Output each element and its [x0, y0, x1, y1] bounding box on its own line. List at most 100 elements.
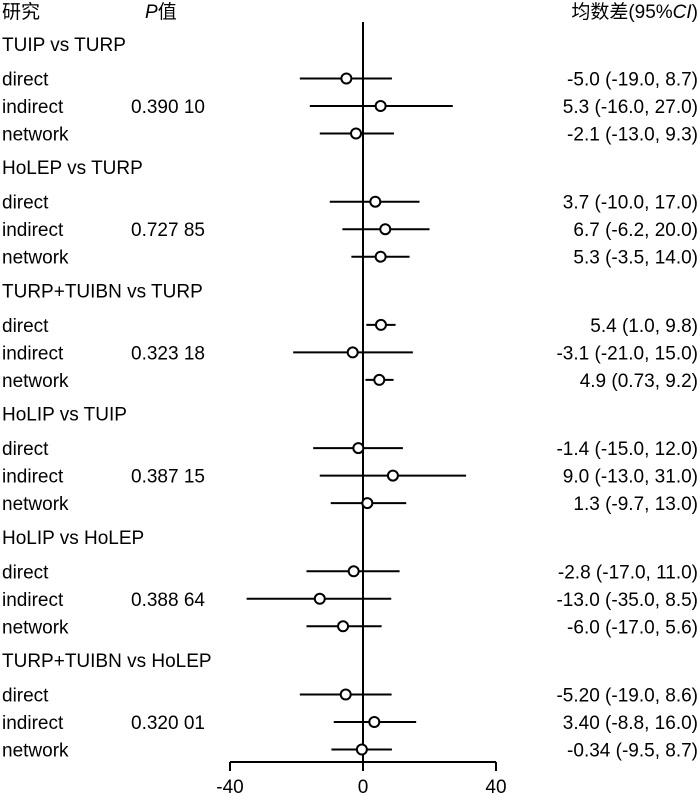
forest-row: network 5.3 (-3.5, 14.0): [2, 248, 698, 269]
point-estimate: [386, 469, 399, 482]
row-label: indirect: [2, 590, 64, 611]
header-p-value: P值: [145, 1, 177, 23]
point-estimate: [346, 346, 359, 359]
row-label: direct: [2, 562, 49, 583]
effect-text: -1.4 (-15.0, 12.0): [556, 439, 698, 460]
x-tick-label: 0: [358, 777, 369, 795]
point-estimate: [337, 620, 350, 633]
point-estimate: [340, 72, 353, 85]
group-title: TURP+TUIBN vs HoLEP: [2, 651, 212, 672]
header-mean-difference: 均数差(95%CI): [571, 1, 698, 23]
row-label: network: [2, 617, 69, 638]
row-label: indirect: [2, 467, 64, 488]
row-label: direct: [2, 439, 49, 460]
effect-text: -3.1 (-21.0, 15.0): [556, 343, 698, 364]
forest-row: network -6.0 (-17.0, 5.6): [2, 617, 698, 638]
forest-row: network 1.3 (-9.7, 13.0): [2, 494, 698, 515]
effect-text: 3.40 (-8.8, 16.0): [563, 713, 698, 734]
header-md-suffix: ): [692, 2, 698, 23]
point-estimate: [374, 100, 387, 112]
effect-text: -6.0 (-17.0, 5.6): [567, 617, 698, 638]
comparison-group: TURP+TUIBN vs HoLEP direct -5.20 (-19.0, 8…: [2, 651, 698, 762]
row-label: network: [2, 371, 69, 392]
forest-row: indirect 0.390 10 5.3 (-16.0, 27.0): [2, 97, 698, 118]
effect-text: -2.8 (-17.0, 11.0): [558, 562, 698, 583]
effect-text: 5.3 (-16.0, 27.0): [563, 97, 698, 118]
forest-row: direct -5.20 (-19.0, 8.6): [2, 686, 698, 707]
row-label: direct: [2, 70, 49, 91]
header-md-prefix: 均数差(95%: [571, 1, 672, 23]
point-estimate: [379, 223, 392, 236]
point-estimate: [339, 688, 352, 701]
p-value: 0.320 01: [131, 713, 205, 734]
comparison-group: TURP+TUIBN vs TURP direct 5.4 (1.0, 9.8) in…: [2, 281, 698, 392]
point-estimate: [368, 716, 381, 728]
forest-row: indirect 0.320 01 3.40 (-8.8, 16.0): [2, 713, 698, 734]
point-estimate: [350, 127, 363, 140]
group-title: HoLIP vs TUIP: [2, 405, 127, 426]
effect-text: 4.9 (0.73, 9.2): [580, 371, 698, 392]
comparison-group: HoLIP vs TUIP direct -1.4 (-15.0, 12.0) ind…: [2, 405, 698, 515]
point-estimate: [369, 195, 382, 208]
x-tick-label: -40: [216, 777, 243, 795]
forest-row: indirect 0.388 64 -13.0 (-35.0, 8.5): [2, 590, 698, 611]
row-label: direct: [2, 193, 49, 214]
row-label: network: [2, 494, 69, 515]
point-estimate: [374, 250, 387, 263]
effect-text: -5.0 (-19.0, 8.7): [567, 70, 698, 91]
effect-text: -5.20 (-19.0, 8.6): [556, 686, 698, 707]
row-label: indirect: [2, 343, 64, 364]
row-label: indirect: [2, 97, 64, 118]
p-value: 0.727 85: [131, 220, 205, 241]
header-p-suffix: 值: [158, 1, 177, 23]
forest-row: direct -1.4 (-15.0, 12.0): [2, 439, 698, 460]
row-label: direct: [2, 686, 49, 707]
group-title: TURP+TUIBN vs TURP: [2, 281, 203, 302]
effect-text: 3.7 (-10.0, 17.0): [563, 193, 698, 214]
point-estimate: [352, 442, 365, 455]
effect-text: -13.0 (-35.0, 8.5): [556, 590, 698, 611]
point-estimate: [355, 743, 368, 756]
forest-row: direct -5.0 (-19.0, 8.7): [2, 70, 698, 91]
p-value: 0.390 10: [131, 97, 205, 118]
p-value: 0.387 15: [131, 467, 205, 488]
forest-row: network -0.34 (-9.5, 8.7): [2, 741, 698, 762]
row-label: indirect: [2, 713, 64, 734]
forest-row: network 4.9 (0.73, 9.2): [2, 371, 698, 392]
row-label: network: [2, 741, 69, 762]
row-label: direct: [2, 316, 49, 337]
point-estimate: [361, 497, 374, 510]
effect-text: -0.34 (-9.5, 8.7): [567, 741, 698, 762]
x-tick-label: 40: [485, 777, 506, 795]
forest-row: indirect 0.323 18 -3.1 (-21.0, 15.0): [2, 343, 698, 364]
forest-row: indirect 0.387 15 9.0 (-13.0, 31.0): [2, 467, 698, 488]
comparison-group: HoLIP vs HoLEP direct -2.8 (-17.0, 11.0) in…: [2, 528, 698, 639]
point-estimate: [373, 373, 386, 386]
forest-row: direct 3.7 (-10.0, 17.0): [2, 193, 698, 214]
forest-row: network -2.1 (-13.0, 9.3): [2, 125, 698, 146]
effect-text: 6.7 (-6.2, 20.0): [573, 220, 698, 241]
point-estimate: [313, 592, 326, 605]
header-study: 研究: [2, 1, 40, 23]
p-value: 0.323 18: [131, 343, 205, 364]
group-title: HoLIP vs HoLEP: [2, 528, 144, 549]
point-estimate: [347, 565, 360, 578]
effect-text: 1.3 (-9.7, 13.0): [573, 494, 698, 515]
forest-row: direct 5.4 (1.0, 9.8): [2, 316, 698, 337]
effect-text: 9.0 (-13.0, 31.0): [563, 467, 698, 488]
group-title: HoLEP vs TURP: [2, 158, 143, 179]
comparison-group: TUIP vs TURP direct -5.0 (-19.0, 8.7) indir…: [2, 35, 698, 146]
row-label: network: [2, 125, 69, 146]
header-p-italic: P: [145, 2, 158, 23]
comparison-group: HoLEP vs TURP direct 3.7 (-10.0, 17.0) indi…: [2, 158, 698, 269]
effect-text: 5.4 (1.0, 9.8): [590, 316, 698, 337]
forest-rows: TUIP vs TURP direct -5.0 (-19.0, 8.7) indir…: [2, 22, 698, 762]
x-axis: -40 0 40: [216, 761, 507, 795]
group-title: TUIP vs TURP: [2, 35, 126, 56]
p-value: 0.388 64: [131, 590, 205, 611]
header-row: 研究 P值 均数差(95%CI): [2, 1, 698, 23]
effect-text: -2.1 (-13.0, 9.3): [567, 125, 698, 146]
effect-text: 5.3 (-3.5, 14.0): [573, 248, 698, 269]
row-label: indirect: [2, 220, 64, 241]
